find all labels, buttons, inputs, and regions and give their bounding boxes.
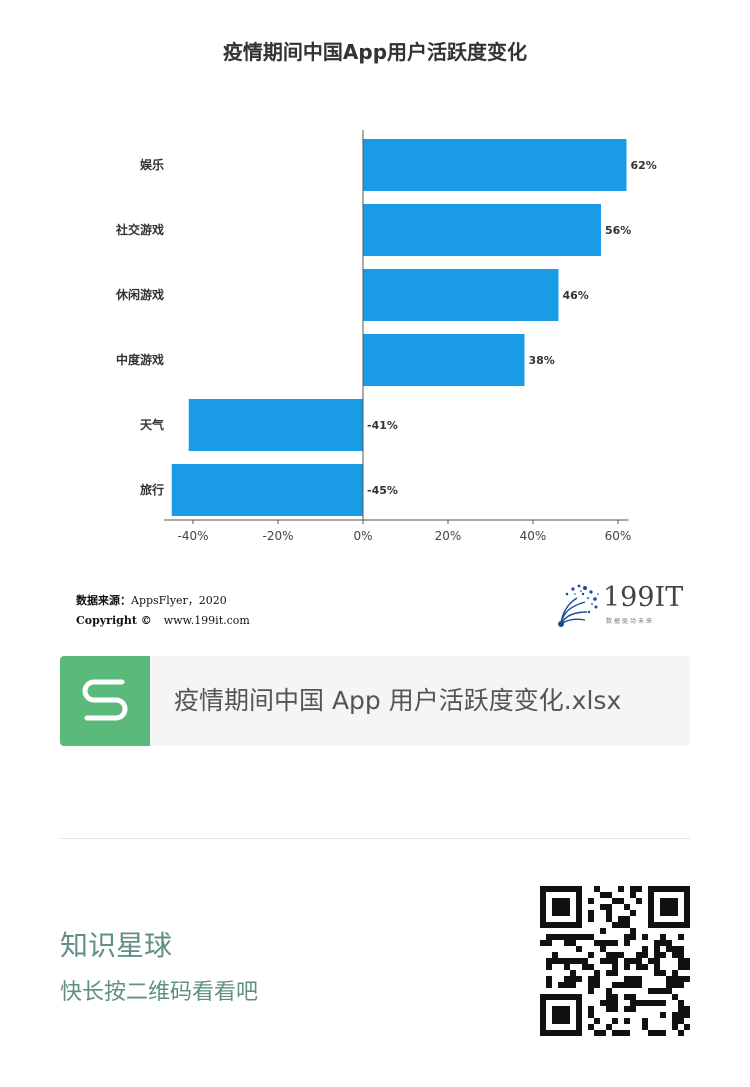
category-label: 中度游戏	[116, 352, 164, 367]
category-label: 娱乐	[140, 157, 164, 172]
data-label: 56%	[605, 224, 631, 237]
x-tick-label: 20%	[435, 529, 462, 543]
copyright-text: Copyright ©	[76, 614, 152, 627]
bar-1	[363, 204, 601, 256]
spreadsheet-s-icon	[60, 656, 150, 746]
source-note: 数据来源：AppsFlyer，2020 Copyright © www.199it…	[76, 591, 250, 631]
data-label: -45%	[367, 484, 398, 497]
bar-5	[171, 464, 363, 516]
source-site: www.199it.com	[163, 614, 250, 627]
attachment-card[interactable]: 疫情期间中国 App 用户活跃度变化.xlsx	[60, 656, 690, 746]
dandelion-logo-icon	[558, 584, 599, 627]
x-tick-label: 40%	[520, 529, 547, 543]
category-label: 天气	[140, 417, 164, 432]
x-tick-label: 0%	[353, 529, 372, 543]
x-tick-label: 60%	[605, 529, 632, 543]
brand-name: 199IT	[603, 582, 684, 613]
category-label: 休闲游戏	[115, 287, 164, 302]
bar-2	[363, 269, 559, 321]
data-label: 38%	[529, 354, 555, 367]
x-tick-label: -20%	[262, 529, 293, 543]
promo-title: 知识星球	[60, 929, 173, 962]
chart-title: 疫情期间中国App用户活跃度变化	[222, 40, 528, 64]
source-label: 数据来源：	[76, 594, 131, 607]
category-label: 社交游戏	[115, 222, 164, 237]
data-label: -41%	[367, 419, 398, 432]
brand-logo: 199IT 数据驱动未来	[555, 580, 695, 628]
brand-tagline: 数据驱动未来	[606, 618, 655, 625]
bar-3	[363, 334, 525, 386]
source-value: AppsFlyer，2020	[131, 594, 227, 607]
category-label: 旅行	[140, 482, 164, 497]
bar-0	[363, 139, 627, 191]
attachment-filename: 疫情期间中国 App 用户活跃度变化.xlsx	[174, 686, 622, 715]
promo-subtitle: 快长按二维码看看吧	[60, 980, 259, 1005]
data-label: 46%	[563, 289, 589, 302]
divider	[60, 838, 690, 839]
bar-4	[188, 399, 363, 451]
qr-code-icon[interactable]	[540, 886, 690, 1036]
x-tick-label: -40%	[177, 529, 208, 543]
data-label: 62%	[631, 159, 657, 172]
